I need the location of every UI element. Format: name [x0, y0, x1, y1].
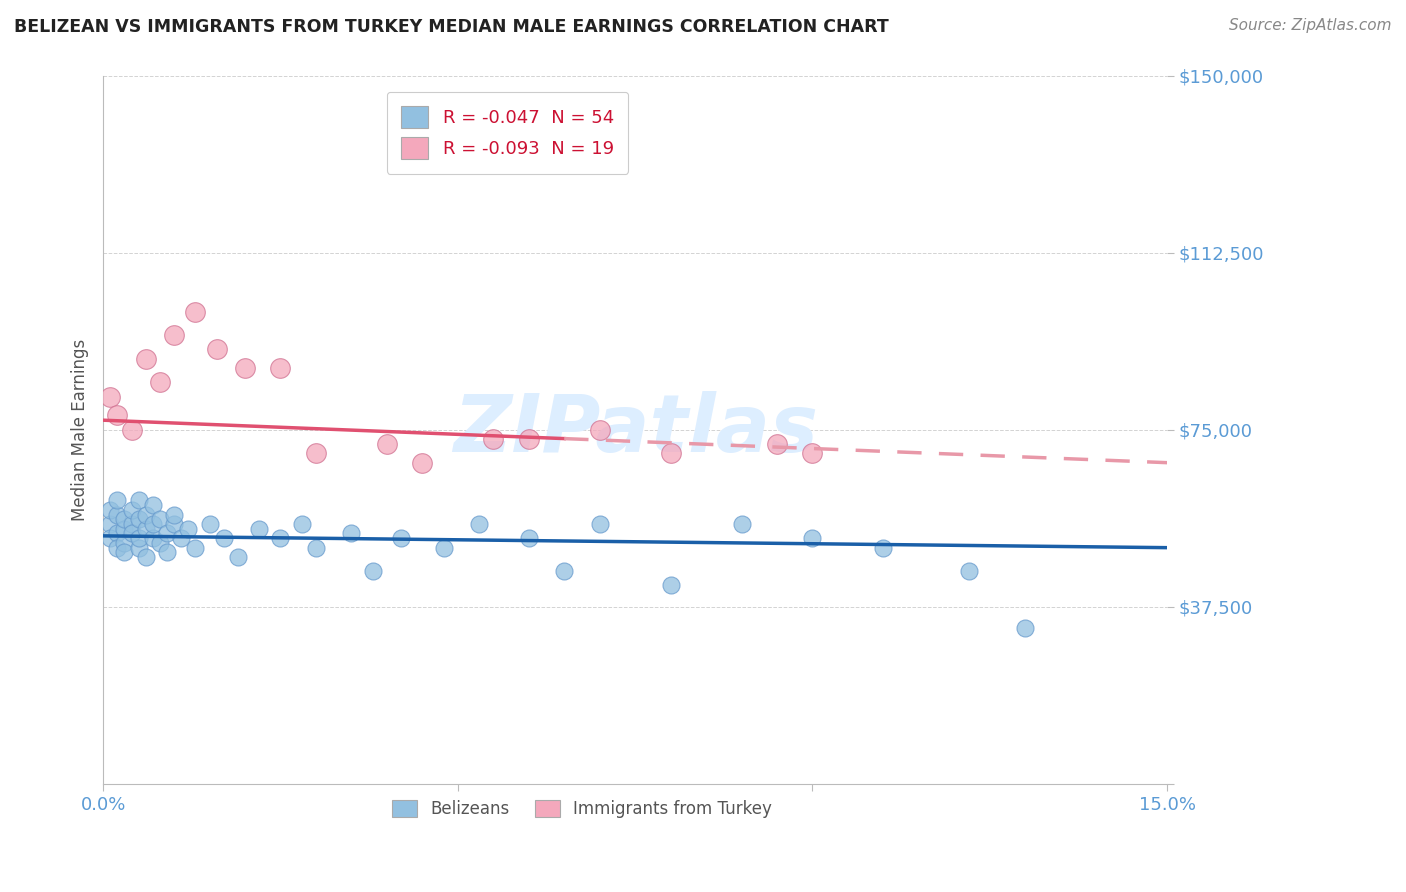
Point — [163, 328, 186, 343]
Point — [305, 541, 328, 555]
Point — [233, 361, 256, 376]
Point — [801, 446, 824, 460]
Point — [389, 531, 412, 545]
Point — [801, 531, 824, 545]
Point — [142, 531, 165, 545]
Point — [730, 517, 752, 532]
Point — [135, 508, 157, 522]
Point — [121, 517, 143, 532]
Point — [121, 423, 143, 437]
Point — [361, 564, 384, 578]
Point — [291, 517, 314, 532]
Point — [659, 578, 682, 592]
Point — [128, 541, 150, 555]
Point — [105, 541, 128, 555]
Point — [305, 446, 328, 460]
Point — [105, 526, 128, 541]
Point — [517, 531, 540, 545]
Point — [149, 376, 172, 390]
Point — [170, 531, 193, 545]
Point — [112, 512, 135, 526]
Point — [553, 564, 575, 578]
Point — [340, 526, 363, 541]
Point — [1014, 621, 1036, 635]
Point — [433, 541, 456, 555]
Point — [659, 446, 682, 460]
Point — [872, 541, 894, 555]
Point — [98, 531, 121, 545]
Point — [184, 541, 207, 555]
Point — [163, 508, 186, 522]
Point — [142, 498, 165, 512]
Point — [589, 517, 612, 532]
Legend: Belizeans, Immigrants from Turkey: Belizeans, Immigrants from Turkey — [385, 794, 779, 825]
Point — [156, 545, 179, 559]
Point — [128, 531, 150, 545]
Point — [177, 522, 200, 536]
Point — [247, 522, 270, 536]
Point — [468, 517, 491, 532]
Point — [482, 432, 505, 446]
Point — [112, 522, 135, 536]
Point — [135, 522, 157, 536]
Point — [205, 343, 228, 357]
Point — [121, 526, 143, 541]
Point — [375, 437, 398, 451]
Point — [589, 423, 612, 437]
Text: BELIZEAN VS IMMIGRANTS FROM TURKEY MEDIAN MALE EARNINGS CORRELATION CHART: BELIZEAN VS IMMIGRANTS FROM TURKEY MEDIA… — [14, 18, 889, 36]
Point — [105, 508, 128, 522]
Point — [269, 531, 291, 545]
Point — [105, 409, 128, 423]
Point — [128, 493, 150, 508]
Point — [163, 517, 186, 532]
Point — [98, 517, 121, 532]
Point — [105, 493, 128, 508]
Point — [184, 304, 207, 318]
Point — [135, 550, 157, 565]
Point — [212, 531, 235, 545]
Point — [135, 351, 157, 366]
Point — [766, 437, 789, 451]
Point — [198, 517, 221, 532]
Y-axis label: Median Male Earnings: Median Male Earnings — [72, 338, 89, 521]
Text: Source: ZipAtlas.com: Source: ZipAtlas.com — [1229, 18, 1392, 33]
Point — [128, 512, 150, 526]
Point — [98, 390, 121, 404]
Point — [112, 545, 135, 559]
Point — [121, 503, 143, 517]
Point — [142, 517, 165, 532]
Point — [517, 432, 540, 446]
Point — [411, 456, 433, 470]
Point — [226, 550, 249, 565]
Point — [269, 361, 291, 376]
Point — [957, 564, 980, 578]
Point — [98, 503, 121, 517]
Point — [156, 526, 179, 541]
Text: ZIPatlas: ZIPatlas — [453, 391, 818, 468]
Point — [149, 536, 172, 550]
Point — [149, 512, 172, 526]
Point — [112, 536, 135, 550]
